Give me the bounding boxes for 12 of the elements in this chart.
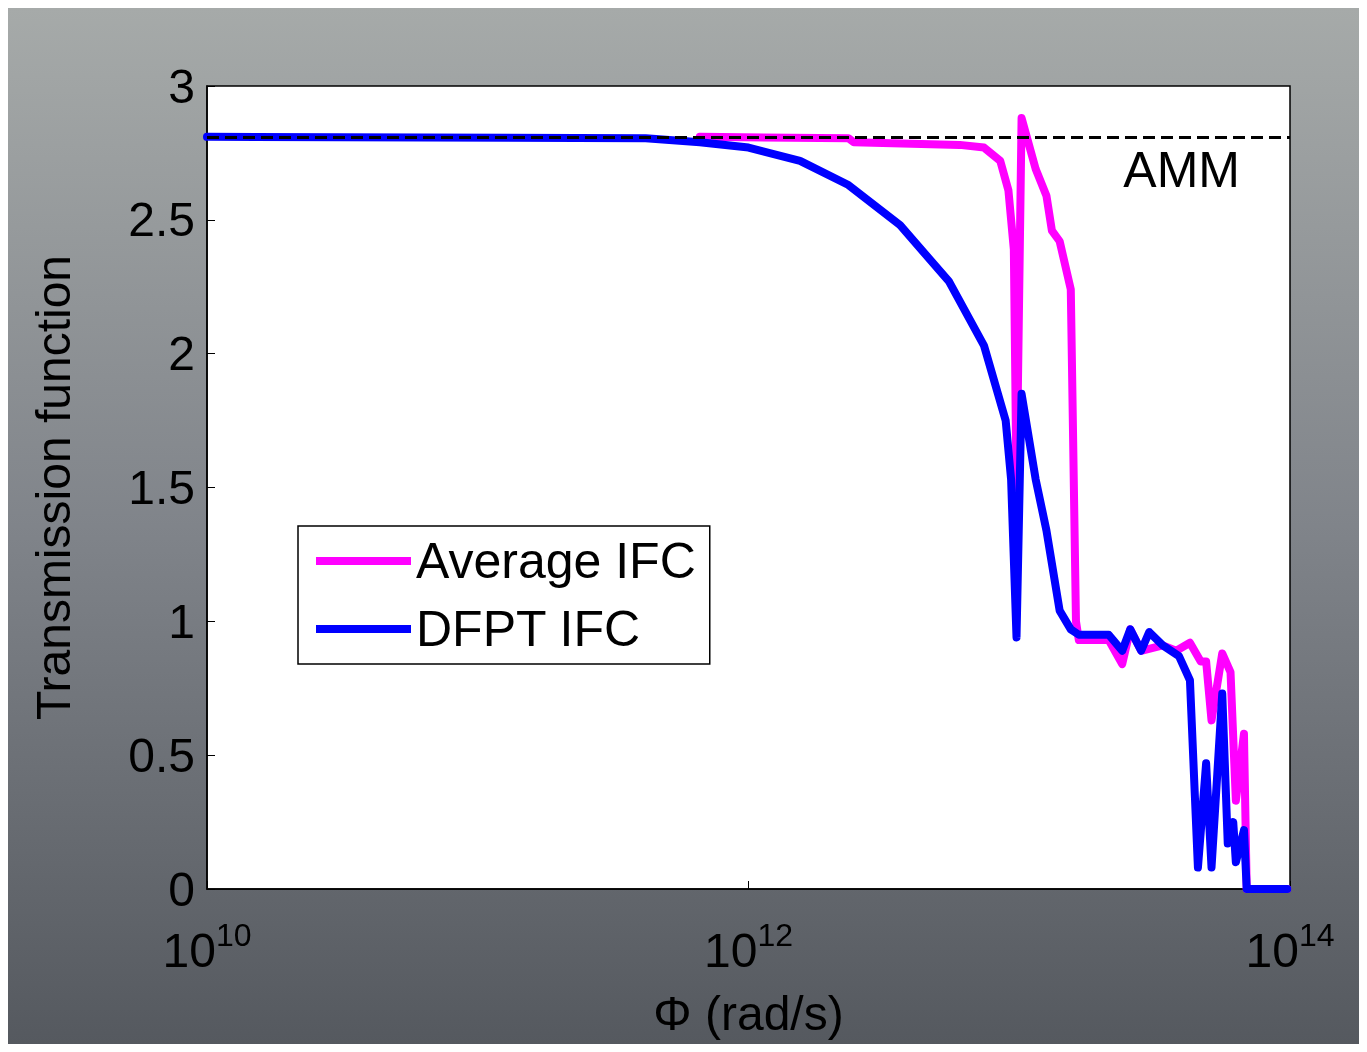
y-tick-label: 1 (168, 594, 195, 648)
y-tick-label: 0.5 (128, 728, 195, 782)
y-axis-title: Transmission function (26, 254, 80, 721)
y-tick-label: 0 (168, 862, 195, 916)
y-tick-label: 3 (168, 59, 195, 113)
legend-label: Average IFC (416, 533, 696, 589)
ref-line-label: AMM (1123, 141, 1240, 198)
y-tick-label: 2 (168, 327, 195, 381)
y-tick-label: 2.5 (128, 193, 195, 247)
legend-label: DFPT IFC (416, 601, 641, 657)
x-axis-title: Φ (rad/s) (653, 986, 844, 1040)
y-tick-label: 1.5 (128, 461, 195, 514)
